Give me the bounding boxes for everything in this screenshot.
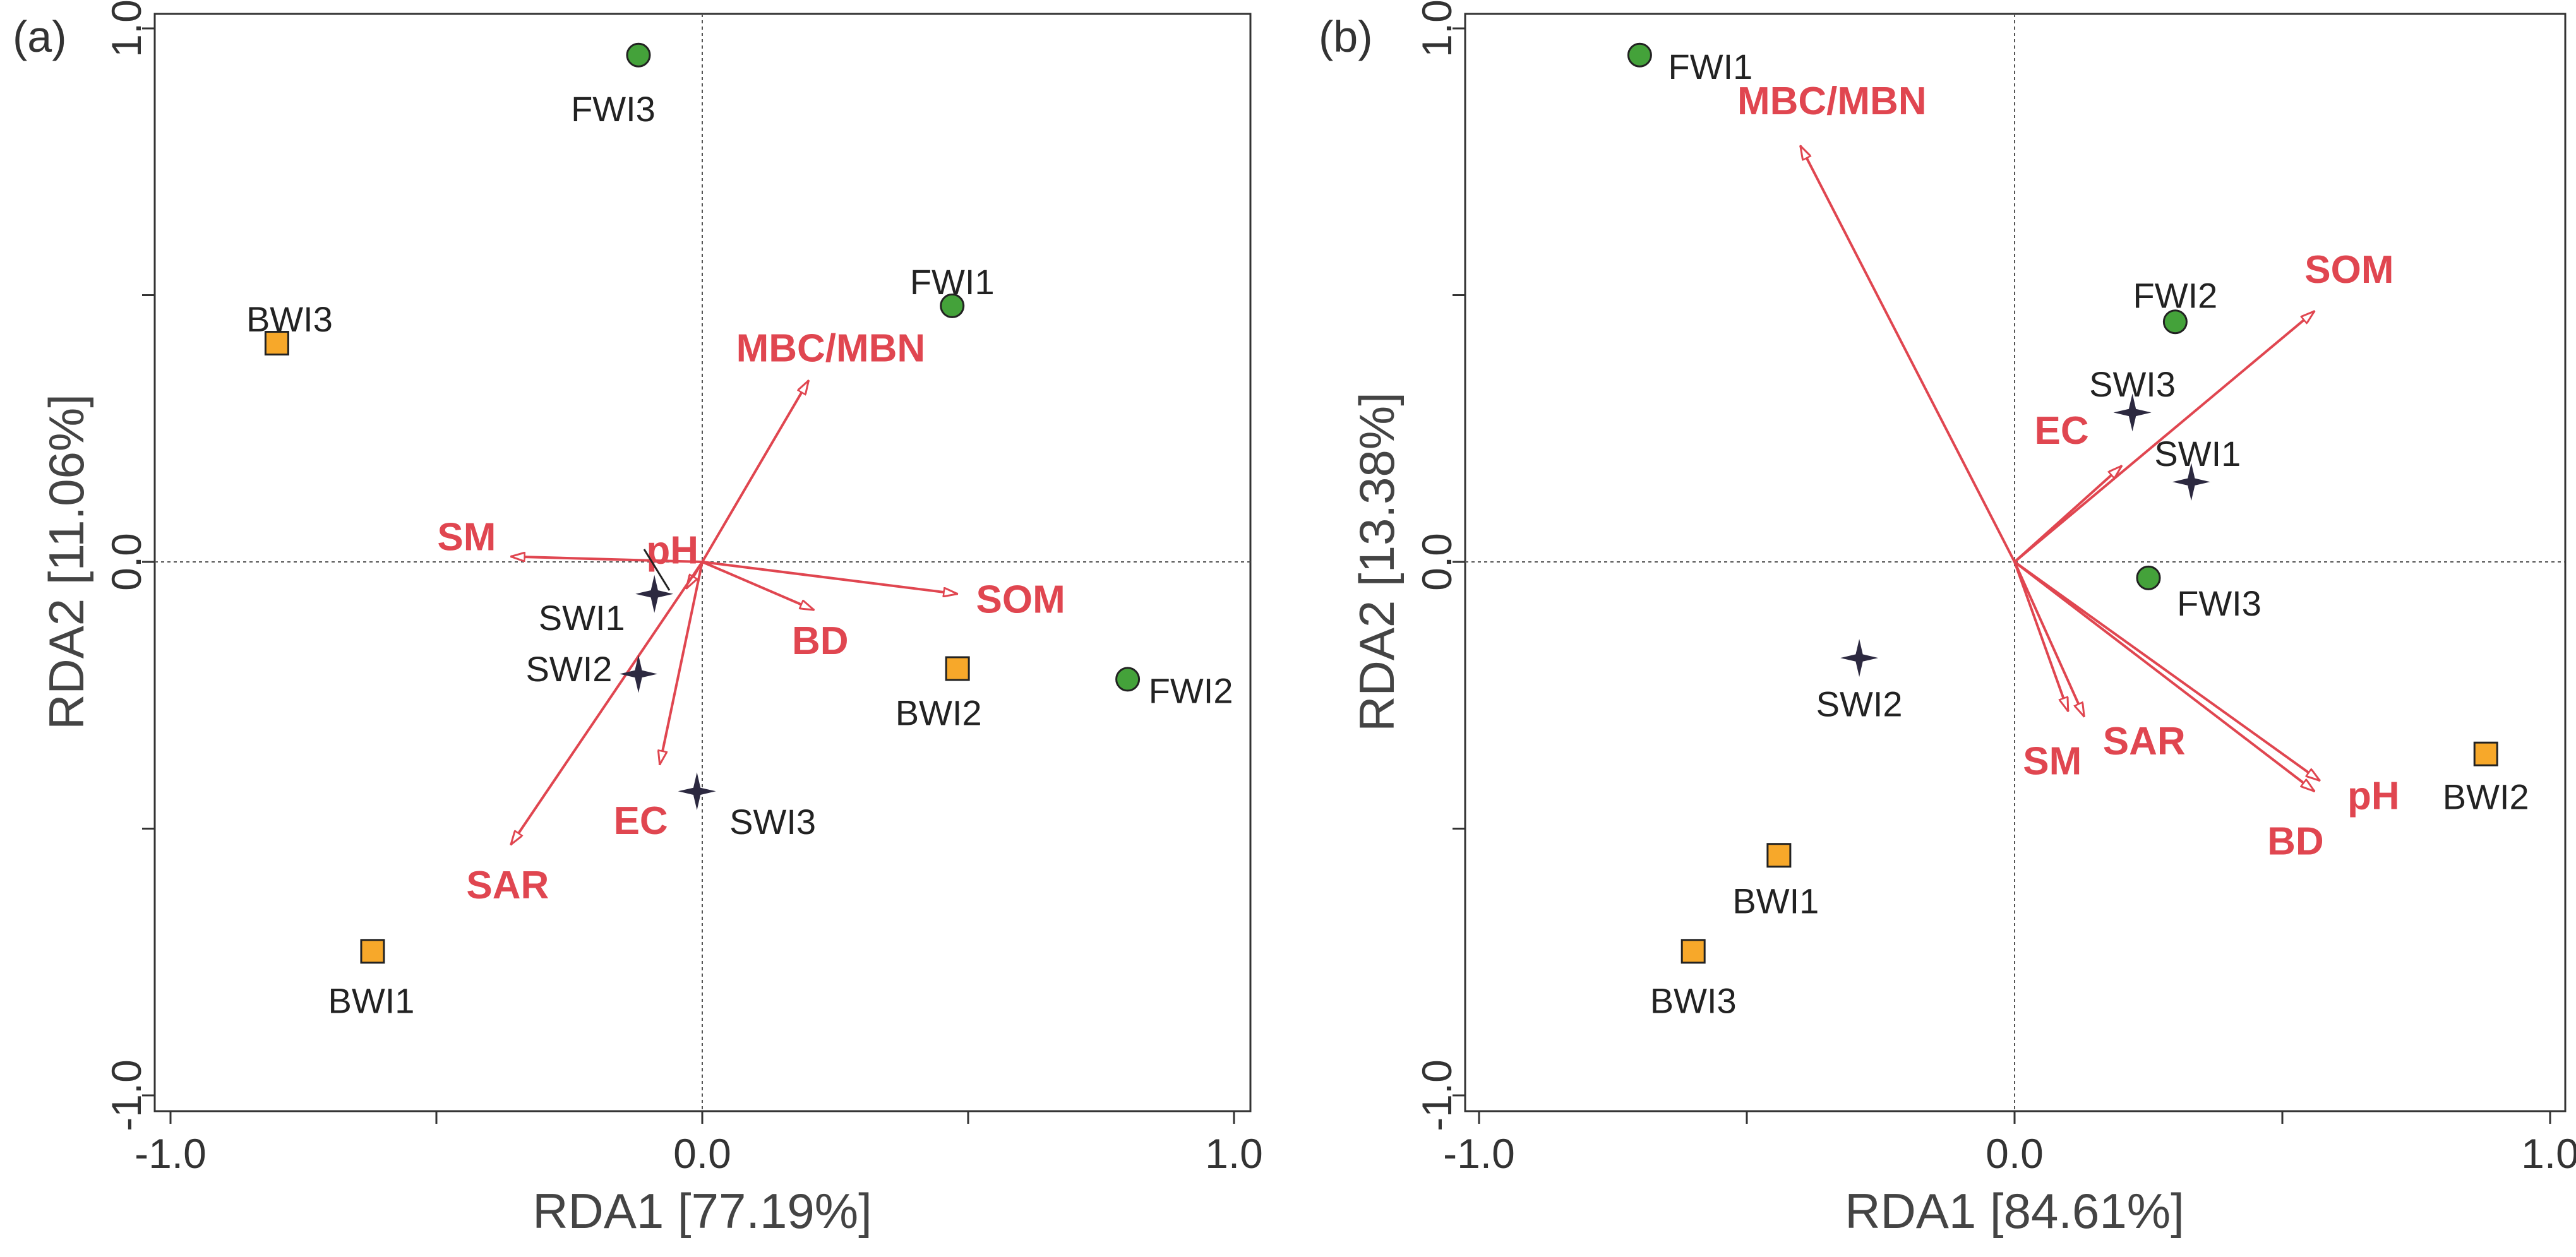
vector-sm	[2013, 561, 2070, 712]
site-label-swi2: SWI2	[525, 649, 612, 689]
site-marker-swi1	[2172, 463, 2210, 501]
site-marker-fwi1	[940, 293, 965, 318]
site-label-fwi3: FWI3	[2177, 583, 2261, 623]
site-label-bwi1: BWI1	[1732, 881, 1819, 920]
x-tick-label: 0.0	[1986, 1130, 2044, 1177]
x-tick-label: 1.0	[1205, 1130, 1263, 1177]
site-marker-bwi2	[945, 656, 970, 681]
vector-label-bd: BD	[792, 619, 849, 663]
vector-label-sm: SM	[437, 516, 496, 559]
y-tick-label: -1.0	[1413, 1059, 1460, 1131]
site-label-fwi2: FWI2	[2133, 275, 2218, 315]
site-label-bwi3: BWI3	[1650, 980, 1737, 1020]
site-label-bwi2: BWI2	[2443, 777, 2529, 817]
panel-label: (a)	[13, 12, 67, 61]
ph-leader-line	[643, 549, 671, 591]
site-marker-fwi3	[2136, 565, 2161, 590]
y-tick-label: 0.0	[103, 533, 150, 591]
site-marker-fwi1	[1627, 42, 1652, 68]
panel-label: (b)	[1319, 12, 1373, 61]
vector-label-ph: pH	[2347, 774, 2400, 818]
vector-ec	[2013, 466, 2122, 563]
vector-mbc-mbn	[701, 381, 808, 563]
vector-sm	[511, 557, 703, 563]
vector-som	[702, 561, 957, 594]
site-label-swi2: SWI2	[1816, 684, 1903, 724]
site-marker-fwi2	[1115, 667, 1141, 692]
vector-ph	[2013, 561, 2320, 780]
x-tick-label: 0.0	[673, 1130, 731, 1177]
vector-ec	[660, 561, 704, 765]
vector-label-sm: SM	[2023, 740, 2082, 783]
vector-label-ec: EC	[614, 799, 668, 843]
rda-panel-a: (a) -1.0 0.0 1.0 -1.0 0.0 1.0 RDA1 [77.19%] RDA2…	[13, 0, 1263, 1239]
vector-mbc-mbn	[1800, 146, 2016, 563]
site-marker-bwi3	[264, 331, 289, 356]
x-tick-label: -1.0	[135, 1130, 207, 1177]
y-tick-label: 1.0	[1413, 0, 1460, 57]
site-label-bwi2: BWI2	[896, 693, 982, 733]
site-label-bwi1: BWI1	[328, 980, 414, 1020]
site-marker-swi1	[635, 575, 674, 613]
site-label-swi3: SWI3	[729, 802, 816, 842]
vector-label-sar: SAR	[2103, 720, 2186, 763]
rda-panel-b: (b) -1.0 0.0 1.0 -1.0 0.0 1.0 RDA1 [84.61%] RDA2…	[1319, 0, 2576, 1239]
vector-bd	[2013, 561, 2315, 791]
site-label-swi1: SWI1	[2154, 434, 2241, 474]
vector-sar	[511, 561, 704, 845]
vector-label-ec: EC	[2035, 409, 2089, 453]
vector-label-som: SOM	[2304, 248, 2393, 292]
site-marker-bwi1	[1766, 843, 1792, 868]
vector-som	[2013, 311, 2315, 563]
vector-label-bd: BD	[2267, 819, 2324, 863]
x-axis-title: RDA1 [84.61%]	[1845, 1183, 2184, 1239]
site-marker-swi2	[1840, 639, 1879, 677]
x-tick-label: -1.0	[1443, 1130, 1515, 1177]
site-label-swi1: SWI1	[539, 598, 625, 638]
vector-label-ph: pH	[646, 528, 698, 572]
site-marker-swi3	[2113, 393, 2152, 432]
site-marker-bwi2	[2473, 741, 2498, 766]
site-label-bwi3: BWI3	[246, 299, 333, 339]
vector-bd	[702, 561, 814, 610]
y-tick-label: 0.0	[1413, 533, 1460, 591]
y-tick-label: -1.0	[103, 1059, 150, 1131]
site-label-fwi3: FWI3	[571, 89, 656, 129]
site-marker-swi3	[678, 772, 716, 811]
site-marker-swi2	[620, 655, 657, 693]
y-axis-title: RDA2 [11.06%]	[39, 394, 94, 730]
vector-label-som: SOM	[976, 578, 1065, 622]
x-axis-title: RDA1 [77.19%]	[532, 1183, 872, 1239]
vector-sar	[2013, 561, 2084, 717]
x-tick-label: 1.0	[2521, 1130, 2576, 1177]
y-tick-label: 1.0	[103, 0, 150, 57]
site-label-fwi1: FWI1	[1668, 47, 1753, 86]
vector-label-sar: SAR	[466, 864, 549, 907]
site-marker-bwi3	[1680, 939, 1706, 964]
site-label-fwi2: FWI2	[1149, 670, 1233, 710]
site-label-fwi1: FWI1	[910, 262, 995, 302]
vector-label-mbc-mbn: MBC/MBN	[1737, 80, 1927, 123]
site-marker-fwi3	[626, 42, 651, 68]
vector-label-mbc-mbn: MBC/MBN	[736, 327, 926, 371]
site-marker-bwi1	[360, 939, 385, 964]
site-marker-fwi2	[2162, 309, 2188, 335]
site-label-swi3: SWI3	[2089, 364, 2176, 404]
y-axis-title: RDA2 [13.38%]	[1349, 392, 1405, 732]
